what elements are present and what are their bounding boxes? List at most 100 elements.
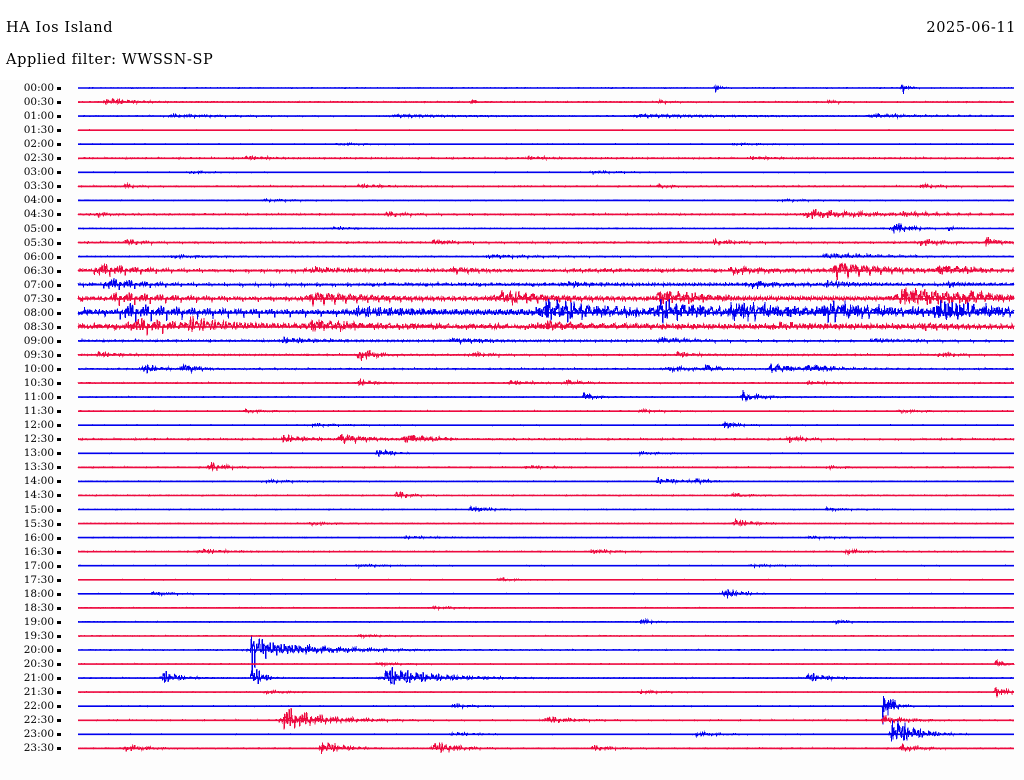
- time-tick-mark: [57, 213, 61, 217]
- time-tick-marks: [57, 80, 63, 780]
- seismic-trace: [78, 666, 1015, 686]
- time-tick-label: 15:00: [23, 503, 54, 516]
- time-tick-label: 04:00: [23, 194, 54, 207]
- time-tick-mark: [57, 185, 61, 189]
- time-tick-mark: [57, 424, 61, 428]
- time-tick-mark: [57, 480, 61, 484]
- time-tick-mark: [57, 606, 61, 610]
- time-tick-label: 12:30: [23, 433, 54, 446]
- time-tick-labels: 00:00 00:30 01:00 01:30 02:00 02:30 03:00 03:30…: [0, 80, 54, 780]
- time-tick-label: 17:30: [23, 573, 54, 586]
- time-tick-mark: [57, 101, 61, 105]
- time-tick-label: 10:30: [23, 377, 54, 390]
- time-tick-mark: [57, 719, 61, 723]
- time-tick-mark: [57, 733, 61, 737]
- time-tick-mark: [57, 269, 61, 273]
- time-tick-label: 07:30: [23, 292, 54, 305]
- time-tick-mark: [57, 368, 61, 371]
- time-tick-mark: [57, 578, 61, 582]
- time-tick-mark: [57, 466, 61, 470]
- time-tick-label: 23:00: [23, 728, 54, 741]
- time-tick-mark: [57, 143, 61, 147]
- time-tick-mark: [57, 241, 61, 245]
- seismic-trace: [77, 708, 1015, 730]
- time-tick-label: 09:30: [23, 348, 54, 361]
- time-tick-label: 05:30: [23, 236, 54, 249]
- time-tick-label: 20:00: [23, 644, 54, 656]
- station-title: HA Ios Island: [6, 20, 114, 36]
- time-tick-label: 01:00: [23, 110, 54, 123]
- time-tick-mark: [57, 494, 61, 498]
- helicorder-plot: 00:00 00:30 01:00 01:30 02:00 02:30 03:00 03:30…: [0, 80, 1024, 780]
- time-tick-label: 09:00: [23, 334, 54, 347]
- seismic-trace: [77, 389, 1015, 402]
- time-tick-label: 04:30: [23, 208, 54, 221]
- time-tick-label: 10:00: [23, 363, 54, 375]
- time-tick-mark: [57, 353, 61, 357]
- time-tick-label: 19:30: [23, 629, 54, 642]
- time-tick-mark: [57, 157, 61, 161]
- time-tick-label: 23:30: [23, 742, 54, 755]
- time-tick-label: 18:30: [23, 601, 54, 614]
- time-tick-mark: [57, 410, 61, 414]
- time-tick-mark: [57, 311, 61, 315]
- time-tick-label: 07:00: [23, 278, 54, 291]
- seismic-trace: [77, 84, 1015, 94]
- seismic-trace: [77, 237, 1014, 247]
- time-tick-label: 21:30: [23, 686, 54, 699]
- seismic-trace: [77, 518, 1015, 527]
- date-label: 2025-06-11: [926, 20, 1016, 36]
- trace-area: [0, 80, 1024, 780]
- time-tick-label: 13:30: [23, 461, 54, 474]
- time-tick-mark: [57, 705, 61, 709]
- time-tick-mark: [57, 564, 61, 568]
- seismic-trace: [77, 378, 1015, 387]
- time-tick-mark: [57, 691, 61, 695]
- time-tick-mark: [57, 747, 61, 751]
- time-tick-label: 03:30: [23, 180, 54, 193]
- time-tick-mark: [57, 129, 61, 133]
- time-tick-label: 15:30: [23, 517, 54, 530]
- time-tick-label: 06:00: [23, 250, 54, 263]
- time-tick-mark: [57, 634, 61, 638]
- time-tick-label: 14:00: [23, 475, 54, 488]
- time-tick-label: 16:30: [23, 545, 54, 558]
- time-tick-label: 00:30: [23, 96, 54, 109]
- time-tick-mark: [57, 115, 61, 119]
- time-tick-label: 16:00: [23, 531, 54, 544]
- time-tick-label: 08:00: [23, 306, 54, 319]
- time-tick-label: 05:00: [23, 222, 54, 235]
- time-tick-label: 17:00: [23, 559, 54, 572]
- time-tick-mark: [57, 536, 61, 540]
- time-tick-label: 03:00: [23, 166, 54, 179]
- time-tick-mark: [57, 339, 61, 343]
- time-tick-mark: [57, 325, 61, 329]
- time-tick-label: 22:00: [23, 700, 54, 713]
- seismic-trace: [77, 262, 1015, 281]
- time-tick-mark: [57, 663, 61, 667]
- time-tick-mark: [57, 522, 61, 526]
- time-tick-mark: [57, 508, 61, 512]
- trace-canvas: [77, 84, 1015, 755]
- time-tick-label: 22:30: [23, 714, 54, 727]
- time-tick-label: 02:00: [23, 138, 54, 151]
- time-tick-mark: [57, 620, 61, 624]
- time-tick-label: 01:30: [23, 124, 54, 137]
- applied-filter-label: Applied filter: WWSSN-SP: [6, 52, 214, 68]
- time-tick-mark: [57, 438, 61, 442]
- time-tick-label: 08:30: [23, 320, 54, 333]
- time-tick-label: 00:00: [23, 82, 54, 94]
- time-tick-mark: [57, 452, 61, 456]
- time-tick-label: 13:00: [23, 447, 54, 460]
- time-tick-mark: [57, 396, 61, 400]
- time-tick-label: 20:30: [23, 658, 54, 671]
- time-tick-label: 06:30: [23, 264, 54, 277]
- time-tick-mark: [57, 255, 61, 259]
- seismic-trace: [77, 477, 1015, 485]
- seismic-trace: [77, 462, 1014, 472]
- time-tick-mark: [57, 283, 61, 287]
- seismic-trace: [77, 298, 1015, 324]
- time-tick-mark: [57, 199, 61, 203]
- time-tick-label: 12:00: [23, 419, 54, 432]
